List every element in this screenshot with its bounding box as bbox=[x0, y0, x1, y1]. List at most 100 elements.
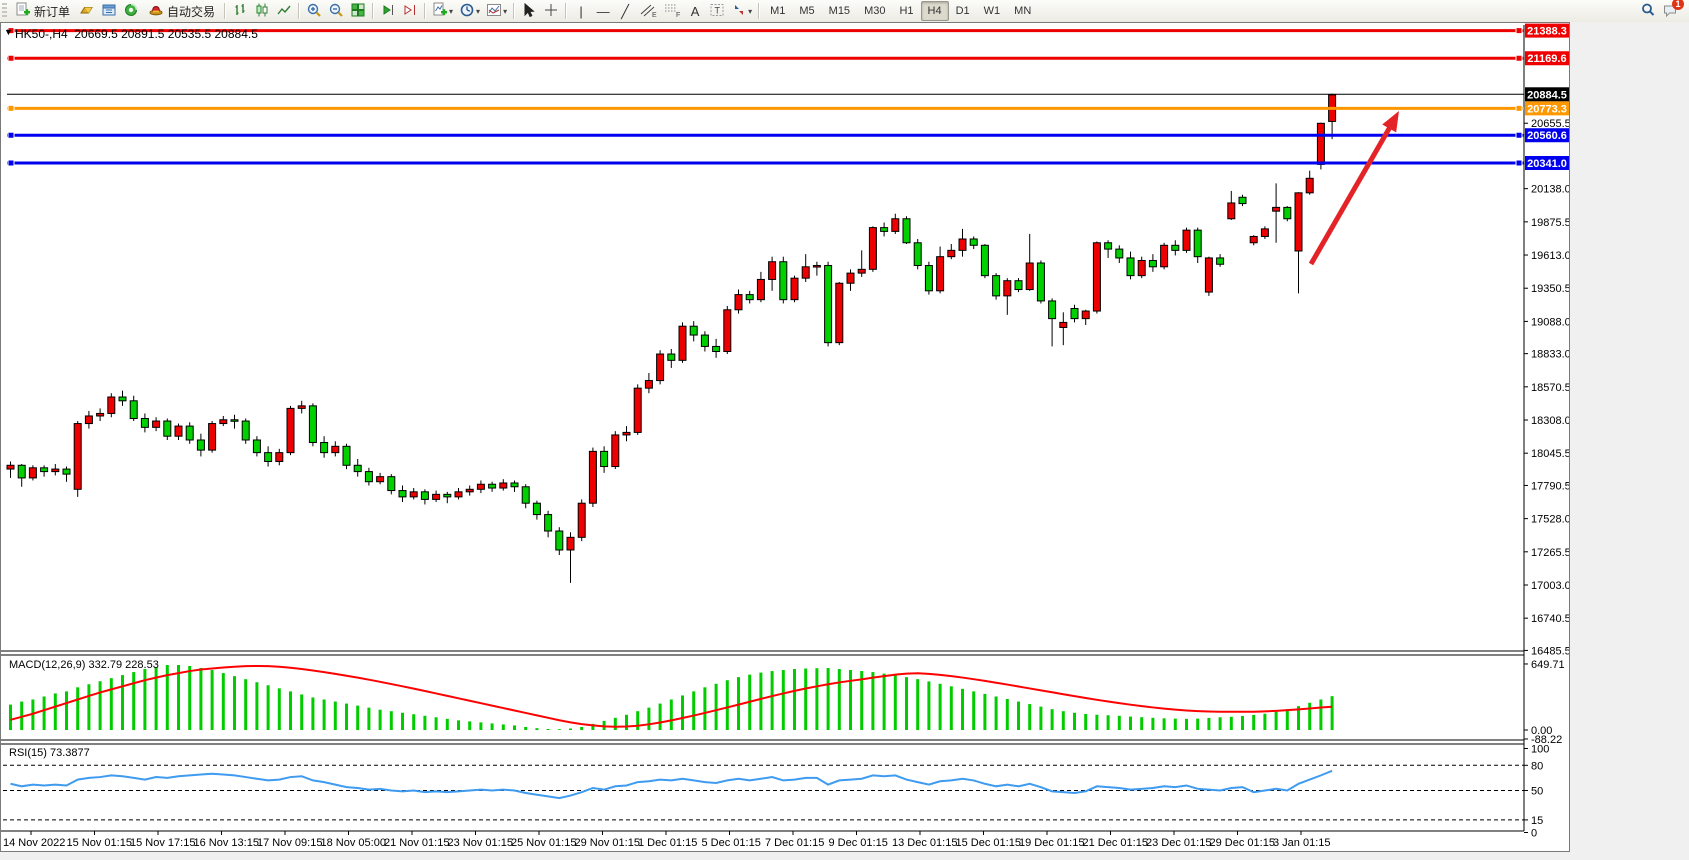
time-tick-label: 18 Nov 05:00 bbox=[321, 837, 386, 849]
horizontal-line[interactable] bbox=[7, 27, 1524, 35]
price-tick-label: 17528.0 bbox=[1531, 514, 1569, 526]
candle-down bbox=[1036, 262, 1045, 302]
timeframe-m5-button[interactable]: M5 bbox=[792, 1, 821, 21]
text-button[interactable]: A bbox=[684, 1, 706, 21]
symbol-caret-icon[interactable]: ▼ bbox=[4, 27, 13, 37]
line-chart-button[interactable] bbox=[273, 1, 295, 21]
candle-up bbox=[96, 412, 105, 417]
candle-up bbox=[734, 294, 743, 311]
line-handle[interactable] bbox=[1515, 131, 1523, 139]
timeframe-m1-button[interactable]: M1 bbox=[763, 1, 792, 21]
timeframe-label: D1 bbox=[955, 5, 970, 17]
timeframe-m30-button[interactable]: M30 bbox=[857, 1, 892, 21]
tile-windows-button[interactable] bbox=[347, 1, 369, 21]
svg-text:T: T bbox=[715, 5, 721, 15]
trend-arrow[interactable] bbox=[1308, 111, 1399, 266]
arrow-head[interactable] bbox=[1382, 111, 1399, 133]
chart-canvas[interactable]: 20655.5 20138.0 19875.5 19613.0 19350.5 19088… bbox=[1, 23, 1571, 851]
time-tick-label: 19 Dec 01:15 bbox=[1019, 837, 1084, 849]
vertical-line-icon: | bbox=[579, 3, 583, 19]
candle-down bbox=[1171, 244, 1180, 251]
horizontal-line[interactable] bbox=[7, 104, 1524, 112]
candle-down bbox=[1148, 259, 1157, 268]
time-tick-label: 25 Nov 01:15 bbox=[511, 837, 576, 849]
line-handle[interactable] bbox=[7, 131, 15, 139]
candle-up bbox=[1092, 242, 1101, 312]
auto-scroll-button[interactable] bbox=[377, 1, 399, 21]
toolbar-separator bbox=[372, 3, 375, 19]
indicators-button[interactable]: ▾ bbox=[429, 1, 456, 21]
auto-trading-button[interactable]: 自动交易 bbox=[142, 1, 221, 21]
timeframe-h4-button[interactable]: H4 bbox=[920, 1, 949, 21]
channel-button[interactable]: E bbox=[636, 1, 660, 21]
price-badge-label: 20884.5 bbox=[1527, 89, 1567, 101]
timeframe-w1-button[interactable]: W1 bbox=[977, 1, 1008, 21]
zoom-out-button[interactable] bbox=[325, 1, 347, 21]
candle-up bbox=[297, 405, 306, 409]
arrow-shaft[interactable] bbox=[1308, 125, 1393, 266]
candle-down bbox=[532, 502, 541, 516]
crosshair-button[interactable] bbox=[540, 1, 562, 21]
market-watch-button[interactable] bbox=[76, 1, 98, 21]
candle-down bbox=[40, 467, 49, 473]
timeframe-d1-button[interactable]: D1 bbox=[949, 1, 977, 21]
templates-button[interactable]: ▾ bbox=[483, 1, 510, 21]
rsi-tick-label: 0 bbox=[1531, 828, 1537, 840]
data-window-button[interactable] bbox=[98, 1, 120, 21]
svg-text:F: F bbox=[676, 12, 680, 18]
line-handle[interactable] bbox=[1515, 104, 1523, 112]
candle-up bbox=[958, 238, 967, 251]
line-handle[interactable] bbox=[7, 54, 15, 62]
horizontal-line[interactable] bbox=[7, 54, 1524, 62]
notification-badge: 1 bbox=[1672, 0, 1684, 10]
price-tick-label: 19350.5 bbox=[1531, 283, 1569, 295]
zoom-in-button[interactable] bbox=[303, 1, 325, 21]
crosshair-icon bbox=[543, 2, 559, 21]
search-button[interactable] bbox=[1637, 1, 1659, 21]
candle-up bbox=[891, 218, 900, 232]
candle-up bbox=[633, 387, 642, 433]
line-handle[interactable] bbox=[1515, 54, 1523, 62]
timeframe-m15-button[interactable]: M15 bbox=[822, 1, 857, 21]
line-handle[interactable] bbox=[1515, 159, 1523, 167]
candle-up bbox=[756, 278, 765, 301]
time-tick-label: 21 Dec 01:15 bbox=[1083, 837, 1148, 849]
bar-chart-button[interactable] bbox=[229, 1, 251, 21]
text-label-button[interactable]: T bbox=[706, 1, 728, 21]
timeframe-h1-button[interactable]: H1 bbox=[892, 1, 920, 21]
toolbar-grip[interactable] bbox=[2, 3, 7, 19]
candle-down bbox=[544, 514, 553, 532]
cursor-button[interactable] bbox=[518, 1, 540, 21]
candle-down bbox=[1070, 308, 1079, 320]
periods-button[interactable]: ▾ bbox=[456, 1, 483, 21]
new-order-button[interactable]: 新订单 bbox=[9, 1, 76, 21]
vertical-line-button[interactable]: | bbox=[570, 1, 592, 21]
candle-down bbox=[320, 442, 329, 454]
candle-down bbox=[398, 490, 407, 498]
price-badge-bg bbox=[1525, 87, 1569, 102]
line-handle[interactable] bbox=[7, 104, 15, 112]
candle-up bbox=[219, 419, 228, 425]
text-icon: A bbox=[690, 3, 700, 19]
candle-up bbox=[51, 468, 60, 473]
trendline-button[interactable]: ╱ bbox=[614, 1, 636, 21]
candle-up bbox=[476, 483, 485, 490]
horizontal-line[interactable] bbox=[7, 159, 1524, 167]
fibonacci-button[interactable]: F bbox=[660, 1, 684, 21]
horizontal-line-button[interactable]: — bbox=[592, 1, 614, 21]
arrows-button[interactable]: ▾ bbox=[728, 1, 755, 21]
line-handle[interactable] bbox=[7, 159, 15, 167]
candle-up bbox=[868, 227, 877, 270]
candle-up bbox=[588, 450, 597, 504]
line-handle[interactable] bbox=[7, 27, 15, 35]
candle-up bbox=[566, 536, 575, 551]
candle-up bbox=[1081, 310, 1090, 320]
strategy-tester-button[interactable] bbox=[120, 1, 142, 21]
chart-shift-button[interactable] bbox=[399, 1, 421, 21]
line-handle[interactable] bbox=[1515, 27, 1523, 35]
horizontal-line[interactable] bbox=[7, 131, 1524, 139]
candlestick-button[interactable] bbox=[251, 1, 273, 21]
timeframe-mn-button[interactable]: MN bbox=[1007, 1, 1038, 21]
notifications-button[interactable]: 1 bbox=[1659, 0, 1684, 21]
